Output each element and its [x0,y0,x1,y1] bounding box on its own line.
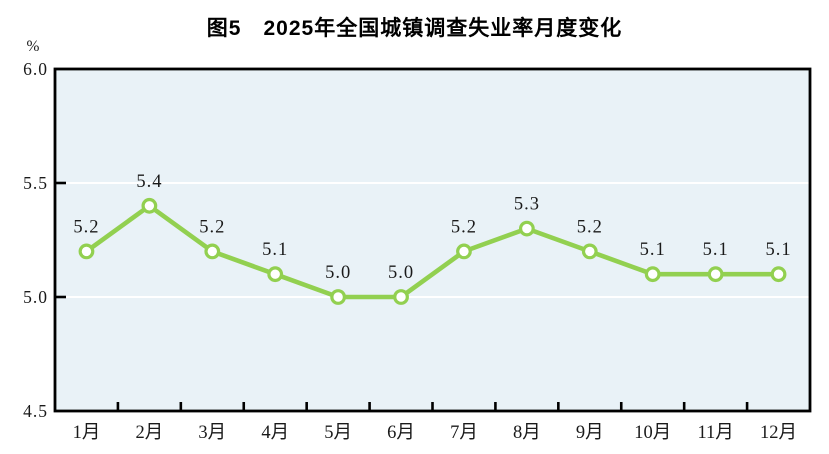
data-label: 5.2 [199,217,225,237]
data-label: 5.0 [388,263,414,283]
x-tick-label: 10月 [634,423,671,443]
plot-border [53,67,812,413]
data-point [581,243,598,260]
data-point [770,266,787,283]
y-tick-label: 6.0 [23,59,48,79]
x-tick-label: 1月 [73,423,101,443]
data-label: 5.2 [577,217,603,237]
data-line [84,203,781,300]
data-label: 5.1 [640,240,666,260]
data-label: 5.2 [73,217,99,237]
x-tick-label: 8月 [513,423,541,443]
data-label: 5.2 [451,217,477,237]
x-tick-label: 3月 [198,423,226,443]
data-point [204,243,221,260]
y-tick-label: 4.5 [23,401,48,421]
y-axis-unit-label: % [27,38,40,55]
y-tick-label: 5.5 [23,173,48,193]
data-label: 5.1 [262,240,288,260]
data-label: 5.3 [514,195,540,215]
plot-area [55,69,810,411]
data-label: 5.1 [765,240,791,260]
x-tick-label: 4月 [261,423,289,443]
x-tick-label: 9月 [576,423,604,443]
data-point [393,289,409,305]
x-tick-label: 7月 [450,423,478,443]
data-label: 5.4 [136,172,162,192]
data-label: 5.1 [703,240,729,260]
data-point [644,266,661,283]
data-point [707,266,724,283]
chart-title: 图5 2025年全国城镇调查失业率月度变化 [206,17,623,40]
x-tick-label: 6月 [387,423,415,443]
data-point [518,220,535,237]
data-point [78,243,95,260]
data-point [267,266,284,283]
x-tick-label: 12月 [760,423,797,443]
x-tick-label: 11月 [697,423,733,443]
data-point [456,243,472,260]
x-tick-label: 2月 [135,423,163,443]
data-point [330,289,347,305]
data-point [141,197,158,214]
data-label: 5.0 [325,263,351,283]
x-tick-label: 5月 [324,423,352,443]
y-tick-label: 5.0 [23,287,48,307]
